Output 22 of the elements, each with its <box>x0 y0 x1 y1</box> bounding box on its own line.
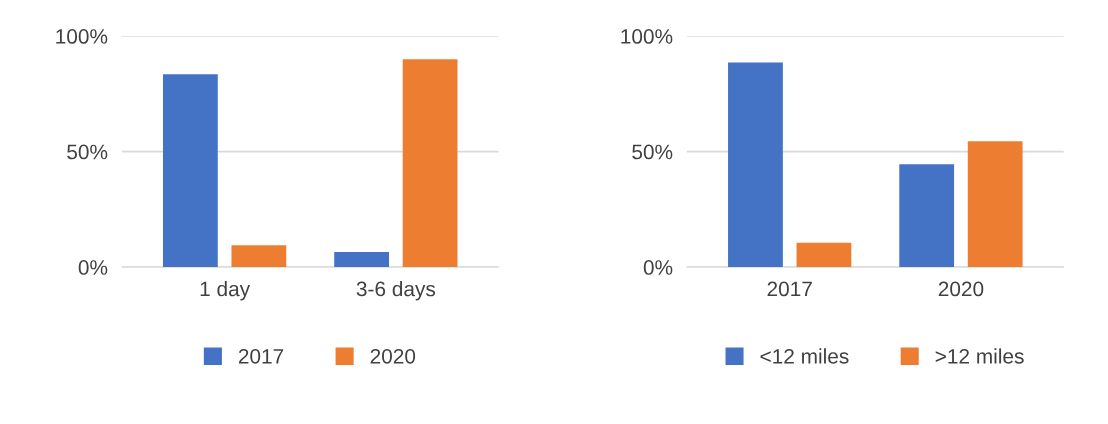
legend-label: <12 miles <box>760 348 849 364</box>
legend-label: 2020 <box>370 348 416 364</box>
x-tick-label: 3-6 days <box>356 281 436 301</box>
x-tick-label: 2020 <box>938 281 984 297</box>
bar <box>728 62 783 268</box>
legend-label: >12 miles <box>935 348 1024 364</box>
bar <box>899 164 955 268</box>
y-tick-label: 50% <box>67 144 108 160</box>
legend-label: 2017 <box>238 348 284 364</box>
x-tick-label: 1 day <box>200 281 251 301</box>
bar <box>334 252 390 268</box>
y-tick-label: 100% <box>621 29 673 44</box>
y-tick-label: 50% <box>632 144 673 160</box>
bar <box>796 242 852 268</box>
y-tick-label: 100% <box>56 29 108 44</box>
bar <box>231 245 287 268</box>
x-tick-label: 2017 <box>767 281 812 297</box>
y-tick-label: 0% <box>643 260 673 275</box>
bar <box>402 59 458 268</box>
bar <box>967 141 1023 268</box>
bar <box>162 74 218 268</box>
y-tick-label: 0% <box>78 260 108 275</box>
